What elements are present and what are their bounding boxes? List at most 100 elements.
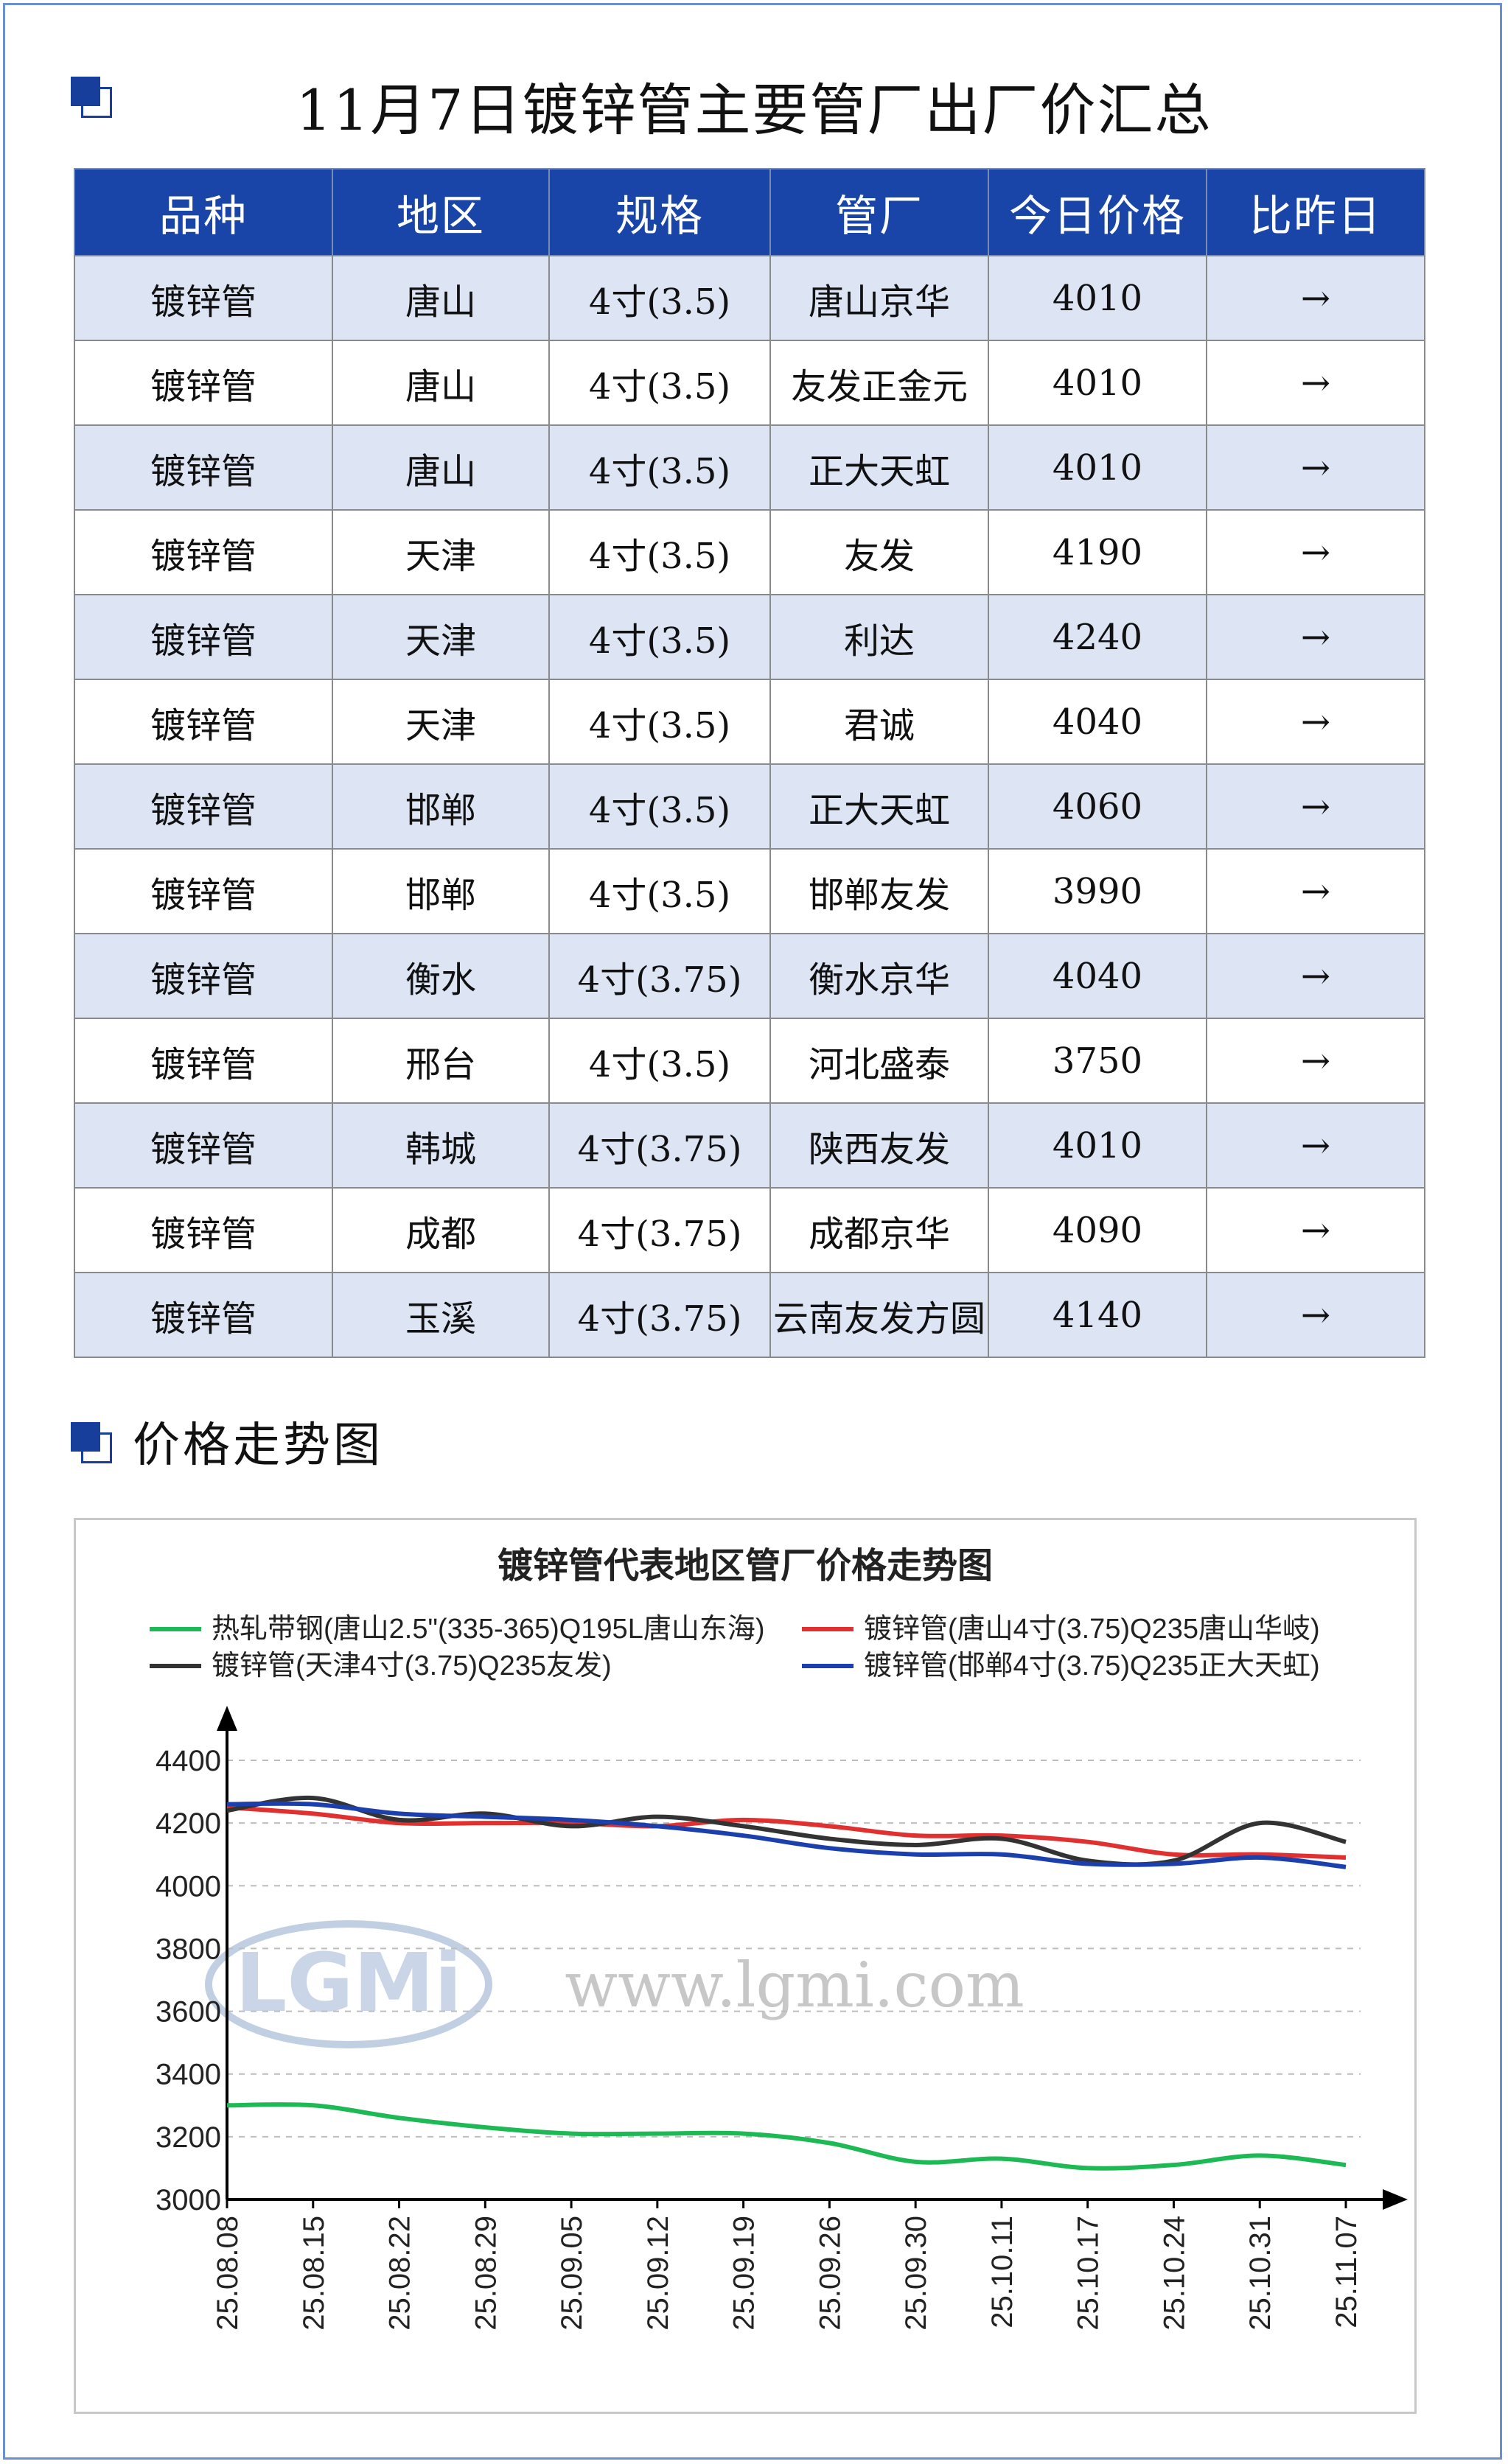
table-cell: 4010 <box>988 424 1207 511</box>
chart-series <box>226 1795 1347 2171</box>
table-cell: 镀锌管 <box>74 933 333 1019</box>
table-row: 镀锌管 天津 4寸(3.5) 君诚 4040 → <box>74 679 1425 765</box>
table-cell: 4040 <box>988 933 1207 1019</box>
x-tick-label: 25.09.30 <box>900 2216 932 2331</box>
section-title: 价格走势图 <box>133 1418 383 1473</box>
table-cell: 镀锌管 <box>74 594 333 680</box>
table-cell: 3750 <box>988 1018 1207 1104</box>
x-axis-arrow <box>1383 2189 1408 2210</box>
table-cell: 4寸(3.5) <box>548 679 771 765</box>
table-cell: 4寸(3.75) <box>548 933 771 1019</box>
table-cell: → <box>1206 509 1425 595</box>
table-cell: → <box>1206 255 1425 341</box>
x-tick-label: 25.10.11 <box>986 2216 1019 2328</box>
x-tick-label: 25.10.31 <box>1244 2216 1277 2331</box>
trend-chart: 镀锌管代表地区管厂价格走势图 热轧带钢(唐山2.5"(335-365)Q195L… <box>150 1545 1408 2331</box>
table-cell: 4010 <box>988 340 1207 426</box>
column-header: 管厂 <box>769 168 989 256</box>
table-cell: 友发正金元 <box>769 340 989 426</box>
table-cell: 镀锌管 <box>74 424 333 511</box>
series-line-3 <box>226 1801 1347 1869</box>
table-cell: → <box>1206 1102 1425 1189</box>
table-cell: 天津 <box>332 509 550 595</box>
table-cell: → <box>1206 424 1425 511</box>
table-cell: 陕西友发 <box>769 1102 989 1189</box>
table-cell: 3990 <box>988 848 1207 934</box>
table-cell: 成都京华 <box>769 1187 989 1273</box>
table-cell: 镀锌管 <box>74 679 333 765</box>
table-row: 镀锌管 天津 4寸(3.5) 友发 4190 → <box>74 509 1425 595</box>
table-cell: 4寸(3.5) <box>548 424 771 511</box>
table-cell: 正大天虹 <box>769 424 989 511</box>
table-cell: 邯郸友发 <box>769 848 989 934</box>
table-cell: 正大天虹 <box>769 763 989 850</box>
series-line-2 <box>226 1795 1347 1867</box>
y-tick-label: 3400 <box>156 2059 221 2091</box>
table-cell: 4040 <box>988 679 1207 765</box>
table-row: 镀锌管 邯郸 4寸(3.5) 邯郸友发 3990 → <box>74 848 1425 934</box>
table-row: 镀锌管 韩城 4寸(3.75) 陕西友发 4010 → <box>74 1102 1425 1189</box>
y-axis-arrow <box>217 1706 237 1731</box>
table-cell: 衡水京华 <box>769 933 989 1019</box>
table-cell: 4240 <box>988 594 1207 680</box>
x-tick-label: 25.11.07 <box>1330 2216 1363 2328</box>
table-cell: 4寸(3.5) <box>548 509 771 595</box>
column-header: 规格 <box>548 168 771 256</box>
table-cell: 4寸(3.5) <box>548 1018 771 1104</box>
table-row: 镀锌管 天津 4寸(3.5) 利达 4240 → <box>74 594 1425 680</box>
x-tick-label: 25.10.17 <box>1072 2216 1105 2331</box>
table-cell: 邯郸 <box>332 763 550 850</box>
trend-chart-container: 镀锌管代表地区管厂价格走势图 热轧带钢(唐山2.5"(335-365)Q195L… <box>74 1518 1417 2414</box>
table-row: 镀锌管 唐山 4寸(3.5) 友发正金元 4010 → <box>74 340 1425 426</box>
column-header: 地区 <box>332 168 550 256</box>
table-cell: 4060 <box>988 763 1207 850</box>
x-tick-label: 25.09.05 <box>556 2216 588 2331</box>
table-cell: 4寸(3.75) <box>548 1102 771 1189</box>
legend-label: 镀锌管(邯郸4寸(3.75)Q235正大天虹) <box>864 1651 1320 1681</box>
series-line-1 <box>226 1805 1347 1860</box>
page-frame <box>3 3 1502 2460</box>
chart-title: 镀锌管代表地区管厂价格走势图 <box>498 1545 993 1586</box>
column-header: 今日价格 <box>988 168 1207 256</box>
table-cell: 4190 <box>988 509 1207 595</box>
section-square-icon <box>71 1422 112 1463</box>
x-tick-label: 25.08.08 <box>212 2216 244 2331</box>
table-cell: 4010 <box>988 255 1207 341</box>
table-cell: 4140 <box>988 1272 1207 1358</box>
table-cell: 镀锌管 <box>74 340 333 426</box>
table-cell: → <box>1206 933 1425 1019</box>
chart-legend: 热轧带钢(唐山2.5"(335-365)Q195L唐山东海) 镀锌管(唐山4寸(3… <box>150 1614 1320 1681</box>
table-cell: 4寸(3.5) <box>548 594 771 680</box>
table-cell: 唐山 <box>332 424 550 511</box>
table-cell: 4090 <box>988 1187 1207 1273</box>
table-row: 镀锌管 衡水 4寸(3.75) 衡水京华 4040 → <box>74 933 1425 1019</box>
table-row: 镀锌管 唐山 4寸(3.5) 正大天虹 4010 → <box>74 424 1425 511</box>
table-cell: 镀锌管 <box>74 848 333 934</box>
table-cell: → <box>1206 340 1425 426</box>
x-tick-label: 25.08.15 <box>298 2216 330 2331</box>
table-row: 镀锌管 邢台 4寸(3.5) 河北盛泰 3750 → <box>74 1018 1425 1104</box>
y-tick-label: 4400 <box>156 1745 221 1777</box>
table-cell: 唐山 <box>332 255 550 341</box>
y-tick-label: 3800 <box>156 1933 221 1965</box>
table-cell: 4寸(3.75) <box>548 1187 771 1273</box>
table-cell: → <box>1206 679 1425 765</box>
table-cell: 镀锌管 <box>74 1272 333 1358</box>
table-cell: 友发 <box>769 509 989 595</box>
table-cell: 云南友发方圆 <box>769 1272 989 1358</box>
table-cell: 邯郸 <box>332 848 550 934</box>
column-header: 比昨日 <box>1206 168 1425 256</box>
table-cell: 唐山京华 <box>769 255 989 341</box>
table-cell: → <box>1206 1018 1425 1104</box>
table-cell: 镀锌管 <box>74 1187 333 1273</box>
x-tick-label: 25.08.29 <box>469 2216 502 2331</box>
legend-label: 热轧带钢(唐山2.5"(335-365)Q195L唐山东海) <box>212 1614 764 1645</box>
column-header: 品种 <box>74 168 333 256</box>
price-table: 品种 地区 规格 管厂 今日价格 比昨日 镀锌管 唐山 4寸(3.5) 唐山京华 401… <box>74 168 1425 1358</box>
table-header-row: 品种 地区 规格 管厂 今日价格 比昨日 <box>74 168 1425 256</box>
table-cell: 4寸(3.5) <box>548 340 771 426</box>
table-cell: → <box>1206 1272 1425 1358</box>
table-cell: 4寸(3.5) <box>548 255 771 341</box>
x-tick-label: 25.09.19 <box>728 2216 761 2331</box>
table-cell: 4010 <box>988 1102 1207 1189</box>
